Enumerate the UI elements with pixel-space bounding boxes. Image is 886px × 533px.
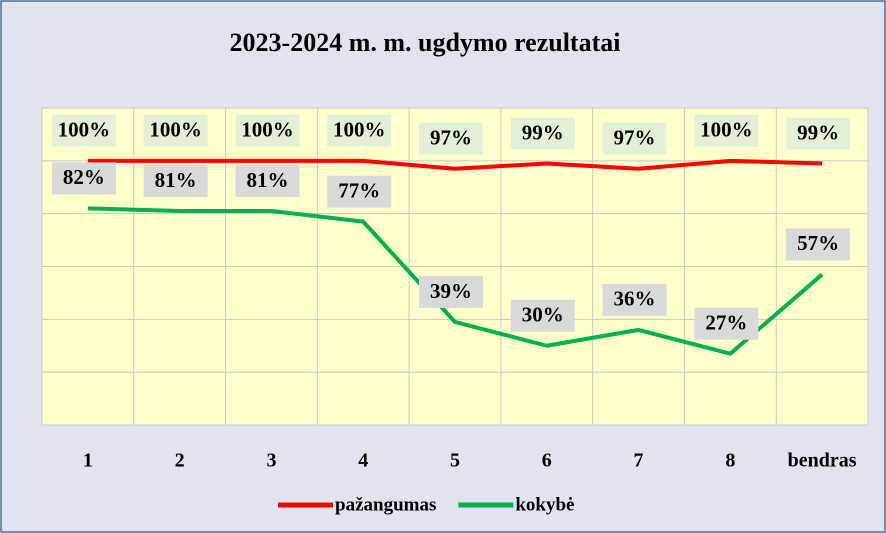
- data-label: 100%: [700, 118, 753, 142]
- x-tick-label: 8: [725, 450, 735, 472]
- data-label: 99%: [522, 120, 564, 144]
- data-label-box: [143, 114, 208, 147]
- x-tick-label: 7: [634, 450, 644, 472]
- x-tick-label: 1: [83, 450, 93, 472]
- data-label-box: [327, 175, 392, 208]
- series-line: [87, 158, 823, 171]
- data-label: 39%: [430, 279, 472, 303]
- data-label: 30%: [522, 303, 564, 327]
- x-tick-label: 5: [450, 450, 460, 472]
- data-label: 97%: [430, 126, 472, 150]
- series-line: [87, 206, 824, 356]
- data-label: 100%: [333, 118, 386, 142]
- data-label-box: [419, 122, 483, 155]
- legend-label: pažangumas: [335, 494, 436, 515]
- data-label-box: [235, 165, 300, 198]
- data-label-box: [327, 114, 392, 147]
- x-tick-label: 3: [266, 450, 276, 472]
- data-label: 27%: [705, 310, 747, 334]
- data-label-box: [694, 307, 759, 340]
- data-label-box: [419, 275, 483, 308]
- data-label: 57%: [797, 231, 839, 255]
- data-label: 81%: [155, 168, 197, 192]
- x-tick-label: 4: [358, 450, 368, 472]
- data-label: 77%: [338, 178, 380, 202]
- data-label-box: [51, 162, 116, 195]
- data-label: 100%: [149, 118, 202, 142]
- x-tick-label: 2: [175, 450, 185, 472]
- x-tick-label: bendras: [788, 450, 857, 472]
- data-label-box: [51, 114, 116, 147]
- data-label-box: [510, 117, 575, 150]
- x-tick-label: 6: [542, 450, 552, 472]
- data-label: 99%: [797, 120, 839, 144]
- data-label: 100%: [241, 118, 294, 142]
- data-label: 81%: [246, 168, 288, 192]
- data-label-box: [786, 117, 851, 150]
- data-label: 100%: [58, 118, 111, 142]
- data-label: 97%: [614, 126, 656, 150]
- chart-title: 2023-2024 m. m. ugdymo rezultatai: [230, 28, 621, 57]
- data-label-box: [786, 228, 851, 261]
- data-label-box: [235, 114, 300, 147]
- data-label: 36%: [614, 287, 656, 311]
- data-label: 82%: [63, 165, 105, 189]
- data-label-box: [694, 114, 759, 147]
- legend-label: kokybė: [515, 494, 574, 515]
- data-label-box: [602, 122, 667, 155]
- data-label-box: [143, 165, 208, 198]
- data-label-box: [602, 283, 667, 316]
- data-label-box: [510, 299, 575, 332]
